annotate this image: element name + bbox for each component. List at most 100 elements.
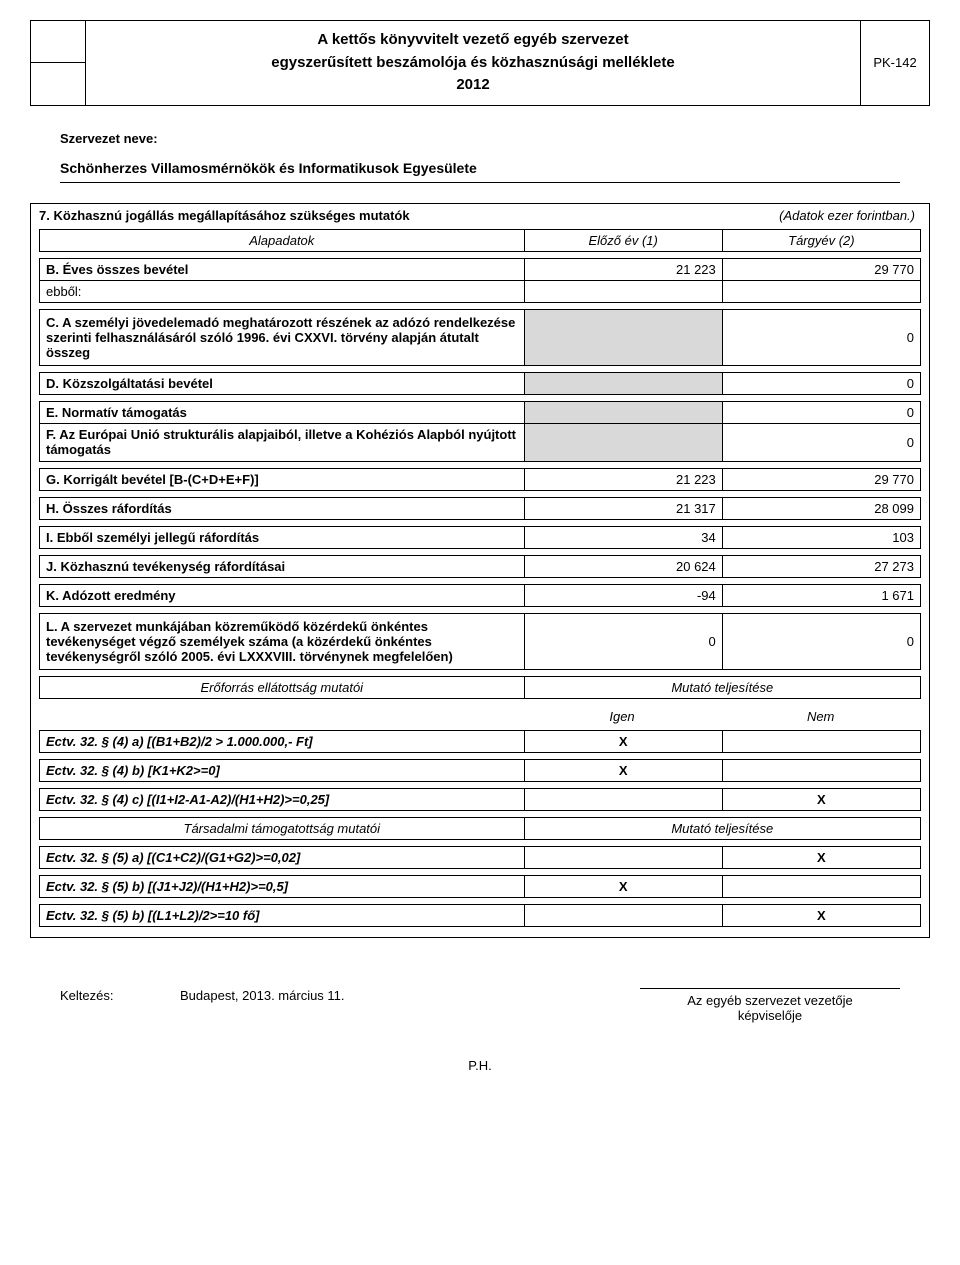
head-col1: Előző év (1) [524, 229, 722, 251]
cell-label: K. Adózott eredmény [40, 584, 525, 606]
table-row: Ectv. 32. § (4) a) [(B1+B2)/2 > 1.000.00… [40, 730, 921, 752]
cell-label: Ectv. 32. § (5) a) [(C1+C2)/(G1+G2)>=0,0… [40, 846, 525, 868]
section-note: (Adatok ezer forintban.) [779, 208, 921, 223]
header-left-cells [31, 21, 86, 105]
cell-label: Ectv. 32. § (4) c) [(I1+I2-A1-A2)/(H1+H2… [40, 788, 525, 810]
ind1-colheader: Mutató teljesítése [524, 676, 920, 698]
table-row: Ectv. 32. § (4) b) [K1+K2>=0] X [40, 759, 921, 781]
cell-label: Ectv. 32. § (5) b) [(L1+L2)/2>=10 fő] [40, 904, 525, 926]
sign-line1: Az egyéb szervezet vezetője [640, 993, 900, 1008]
table-top: B. Éves összes bevétel 21 223 29 770 ebb… [39, 258, 921, 303]
ind1-row-a: Ectv. 32. § (4) a) [(B1+B2)/2 > 1.000.00… [39, 730, 921, 753]
cell-label: J. Közhasznú tevékenység ráfordításai [40, 555, 525, 577]
sign-line2: képviselője [640, 1008, 900, 1023]
cell-label: L. A szervezet munkájában közreműködő kö… [40, 613, 525, 669]
cell-c1: 21 317 [524, 497, 722, 519]
table-c: C. A személyi jövedelemadó meghatározott… [39, 309, 921, 366]
cell-c2 [722, 280, 920, 302]
cell-c1: 0 [524, 613, 722, 669]
cell-c1: 21 223 [524, 468, 722, 490]
cell-c2: 1 671 [722, 584, 920, 606]
head-label: Alapadatok [40, 229, 525, 251]
cell-no: X [722, 788, 920, 810]
ind1-row-c: Ectv. 32. § (4) c) [(I1+I2-A1-A2)/(H1+H2… [39, 788, 921, 811]
table-row: G. Korrigált bevétel [B-(C+D+E+F)] 21 22… [40, 468, 921, 490]
cell-label: F. Az Európai Unió strukturális alapjaib… [40, 423, 525, 461]
cell-no: X [722, 846, 920, 868]
table-row: I. Ebből személyi jellegű ráfordítás 34 … [40, 526, 921, 548]
cell-c1 [524, 423, 722, 461]
cell-label: H. Összes ráfordítás [40, 497, 525, 519]
cell-c1: 34 [524, 526, 722, 548]
cell-label: D. Közszolgáltatási bevétel [40, 372, 525, 394]
table-l: L. A szervezet munkájában közreműködő kö… [39, 613, 921, 670]
indicators2-head: Társadalmi támogatottság mutatói Mutató … [39, 817, 921, 840]
footer: Keltezés: Budapest, 2013. március 11. Az… [30, 988, 930, 1023]
header-line1: A kettős könyvvitelt vezető egyéb szerve… [96, 29, 850, 52]
cell-label: Ectv. 32. § (4) b) [K1+K2>=0] [40, 759, 525, 781]
cell-label: B. Éves összes bevétel [40, 258, 525, 280]
cell-no: X [722, 904, 920, 926]
footer-date-value: Budapest, 2013. március 11. [180, 988, 640, 1003]
table-h: H. Összes ráfordítás 21 317 28 099 [39, 497, 921, 520]
cell-label: Ectv. 32. § (4) a) [(B1+B2)/2 > 1.000.00… [40, 730, 525, 752]
table-row: H. Összes ráfordítás 21 317 28 099 [40, 497, 921, 519]
table-row: B. Éves összes bevétel 21 223 29 770 [40, 258, 921, 280]
org-name: Schönherzes Villamosmérnökök és Informat… [60, 156, 900, 183]
org-label: Szervezet neve: [60, 131, 930, 146]
ind2-row-b: Ectv. 32. § (5) b) [(J1+J2)/(H1+H2)>=0,5… [39, 875, 921, 898]
table-row: Ectv. 32. § (5) b) [(J1+J2)/(H1+H2)>=0,5… [40, 875, 921, 897]
table-row: Ectv. 32. § (5) a) [(C1+C2)/(G1+G2)>=0,0… [40, 846, 921, 868]
section-7: 7. Közhasznú jogállás megállapításához s… [30, 203, 930, 938]
table-row: E. Normatív támogatás 0 [40, 401, 921, 423]
cell-yes [524, 904, 722, 926]
ind2-header: Társadalmi támogatottság mutatói [40, 817, 525, 839]
cell-c1 [524, 401, 722, 423]
cell-no [722, 875, 920, 897]
cell-label: G. Korrigált bevétel [B-(C+D+E+F)] [40, 468, 525, 490]
form-code: PK-142 [860, 21, 930, 105]
header-line2: egyszerűsített beszámolója és közhasznús… [96, 52, 850, 75]
cell-c2: 27 273 [722, 555, 920, 577]
cell-yes: X [524, 875, 722, 897]
section-title: 7. Közhasznú jogállás megállapításához s… [39, 208, 779, 223]
cell-c1: 20 624 [524, 555, 722, 577]
header-line3: 2012 [96, 74, 850, 97]
cell-yes: X [524, 759, 722, 781]
cell-c2: 29 770 [722, 468, 920, 490]
cell-no [722, 759, 920, 781]
table-row: ebből: [40, 280, 921, 302]
cell-yes: X [524, 730, 722, 752]
cell-label: C. A személyi jövedelemadó meghatározott… [40, 309, 525, 365]
ind1-row-b: Ectv. 32. § (4) b) [K1+K2>=0] X [39, 759, 921, 782]
table-ef: E. Normatív támogatás 0 F. Az Európai Un… [39, 401, 921, 462]
header-title: A kettős könyvvitelt vezető egyéb szerve… [86, 21, 860, 105]
table-row: D. Közszolgáltatási bevétel 0 [40, 372, 921, 394]
ph-mark: P.H. [30, 1058, 930, 1073]
cell-c1: 21 223 [524, 258, 722, 280]
indicators1-head: Erőforrás ellátottság mutatói Mutató tel… [39, 676, 921, 699]
head-col2: Tárgyév (2) [722, 229, 920, 251]
cell-label: E. Normatív támogatás [40, 401, 525, 423]
cell-c1: -94 [524, 584, 722, 606]
cell-c2: 0 [722, 613, 920, 669]
cell-c1 [524, 309, 722, 365]
form-header: A kettős könyvvitelt vezető egyéb szerve… [30, 20, 930, 106]
cell-yes [524, 846, 722, 868]
data-header-table: Alapadatok Előző év (1) Tárgyév (2) [39, 229, 921, 252]
table-row: F. Az Európai Unió strukturális alapjaib… [40, 423, 921, 461]
cell-c2: 0 [722, 423, 920, 461]
ind2-colheader: Mutató teljesítése [524, 817, 920, 839]
cell-c2: 0 [722, 372, 920, 394]
cell-label: Ectv. 32. § (5) b) [(J1+J2)/(H1+H2)>=0,5… [40, 875, 525, 897]
cell-c1 [524, 372, 722, 394]
table-i: I. Ebből személyi jellegű ráfordítás 34 … [39, 526, 921, 549]
table-row: L. A szervezet munkájában közreműködő kö… [40, 613, 921, 669]
table-k: K. Adózott eredmény -94 1 671 [39, 584, 921, 607]
ind1-yes: Igen [524, 707, 721, 726]
cell-c1 [524, 280, 722, 302]
table-row: Ectv. 32. § (5) b) [(L1+L2)/2>=10 fő] X [40, 904, 921, 926]
ind1-header: Erőforrás ellátottság mutatói [40, 676, 525, 698]
cell-label: I. Ebből személyi jellegű ráfordítás [40, 526, 525, 548]
table-row: C. A személyi jövedelemadó meghatározott… [40, 309, 921, 365]
